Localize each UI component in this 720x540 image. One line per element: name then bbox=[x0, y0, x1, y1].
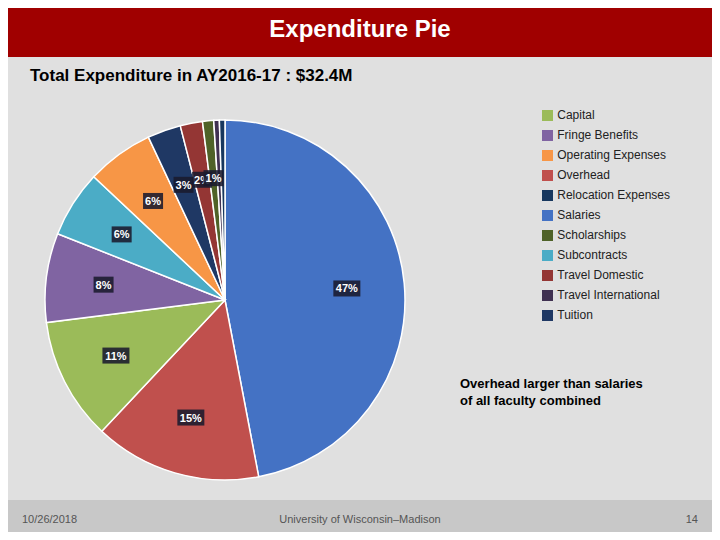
html-text:Expenditure Pie: Expenditure Pie bbox=[269, 14, 451, 42]
html-text:Overhead larger than salaries: Overhead larger than salaries bbox=[460, 376, 643, 391]
svg-text:15%: 15% bbox=[180, 412, 202, 424]
svg-text:47%: 47% bbox=[336, 282, 358, 294]
svg-text:3%: 3% bbox=[176, 179, 192, 191]
svg-text:6%: 6% bbox=[145, 195, 161, 207]
html-text:Relocation Expenses: Relocation Expenses bbox=[557, 188, 670, 202]
html-text:University of Wisconsin–Madiso: University of Wisconsin–Madison bbox=[279, 513, 441, 525]
html-text:Subcontracts: Subcontracts bbox=[557, 248, 628, 262]
html-text:14: 14 bbox=[685, 513, 698, 525]
html-text:Travel Domestic: Travel Domestic bbox=[557, 268, 644, 282]
html-text:Capital: Capital bbox=[557, 108, 595, 122]
html-text:Total Expenditure in AY2016-17: Total Expenditure in AY2016-17 : $32.4M bbox=[30, 66, 353, 85]
html-text:Scholarships: Scholarships bbox=[557, 228, 626, 242]
html-text:Operating Expenses: Operating Expenses bbox=[557, 148, 666, 162]
html-text:Tuition: Tuition bbox=[557, 308, 593, 322]
svg-text:11%: 11% bbox=[105, 350, 127, 362]
svg-text:8%: 8% bbox=[96, 279, 112, 291]
html-text:Fringe Benefits: Fringe Benefits bbox=[557, 128, 638, 142]
html-text:Overhead: Overhead bbox=[557, 168, 610, 182]
html-text:of all faculty combined: of all faculty combined bbox=[460, 393, 601, 408]
svg-text:6%: 6% bbox=[114, 228, 130, 240]
html-text:10/26/2018: 10/26/2018 bbox=[22, 513, 78, 525]
svg-text:2%: 2% bbox=[194, 173, 210, 186]
html-text:Salaries: Salaries bbox=[557, 208, 601, 222]
svg-text:1%: 1% bbox=[206, 172, 222, 184]
html-text:Travel International: Travel International bbox=[557, 288, 660, 302]
